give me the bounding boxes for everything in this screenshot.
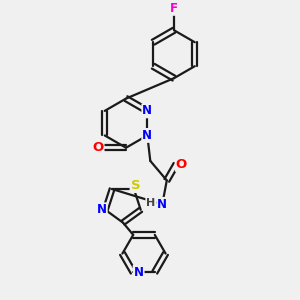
Text: H: H <box>146 198 155 208</box>
Text: N: N <box>134 266 144 279</box>
Text: N: N <box>157 198 167 211</box>
Text: N: N <box>142 129 152 142</box>
Text: F: F <box>170 2 178 15</box>
Text: N: N <box>142 104 152 117</box>
Text: O: O <box>176 158 187 171</box>
Text: O: O <box>92 141 103 154</box>
Text: N: N <box>97 203 107 216</box>
Text: S: S <box>130 179 140 192</box>
